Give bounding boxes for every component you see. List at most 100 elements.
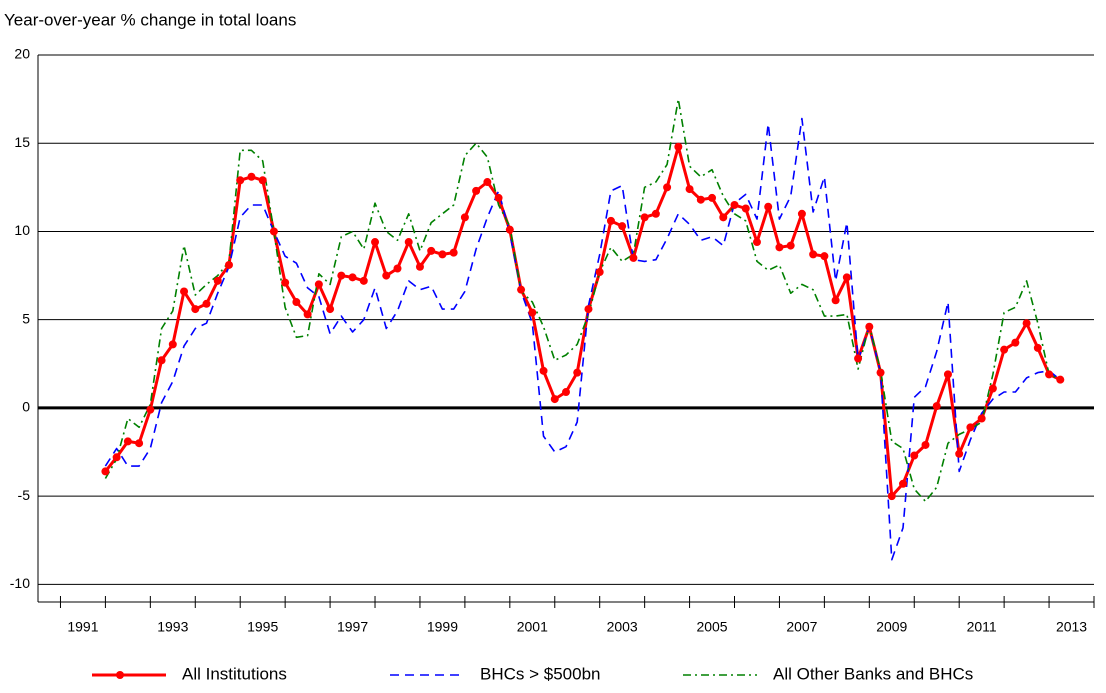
data-point [258,176,267,185]
data-point [910,451,919,460]
data-point [730,200,739,209]
data-point [696,195,705,204]
series-line [104,117,1061,561]
data-point [292,298,301,307]
data-point [651,209,660,218]
data-point [247,172,256,181]
x-tick-label: 1993 [157,619,188,635]
data-point [146,405,155,414]
x-tick-label: 1999 [427,619,458,635]
data-point [1056,375,1065,384]
data-point [427,246,436,255]
data-point [719,213,728,222]
data-point [337,271,346,280]
legend-label: All Institutions [182,664,287,683]
data-point [517,285,526,294]
data-point [382,271,391,280]
data-point [988,384,997,393]
data-point [595,268,604,277]
data-point [449,248,458,257]
data-point [157,356,166,365]
data-point [865,322,874,331]
data-point [303,310,312,319]
x-tick-label: 2005 [696,619,727,635]
data-point [685,185,694,194]
y-tick-label: -10 [10,575,30,591]
data-point [797,209,806,218]
data-point [371,238,380,247]
data-point [606,216,615,225]
data-point [831,296,840,305]
data-point [943,370,952,379]
data-point [314,280,323,289]
data-point [101,467,110,476]
data-point [854,354,863,363]
data-point [1033,343,1042,352]
data-point [404,238,413,247]
x-tick-label: 2009 [876,619,907,635]
data-point [168,340,177,349]
x-tick-label: 2007 [786,619,817,635]
data-point [202,299,211,308]
data-point [326,305,335,314]
data-point [1045,370,1054,379]
series-line [104,145,1061,498]
data-point [977,414,986,423]
legend-label: BHCs > $500bn [480,664,601,683]
data-point [1022,319,1031,328]
data-point [562,388,570,397]
data-point [135,439,144,448]
data-point [539,366,548,375]
data-point [180,287,189,296]
data-point [842,273,851,282]
data-point [1011,338,1020,347]
data-point [123,437,132,446]
y-tick-label: 0 [22,399,30,415]
x-tick-label: 1995 [247,619,278,635]
data-point [708,193,717,202]
data-point [1000,345,1009,354]
data-point [876,368,885,377]
data-point [393,264,402,273]
x-tick-label: 2011 [967,619,997,635]
data-point [359,276,368,285]
data-point [494,193,503,202]
data-point [191,305,200,314]
data-point [955,449,964,458]
data-point [887,492,896,501]
data-point [550,395,559,404]
data-point [786,241,795,250]
data-point [899,479,908,488]
data-point [584,305,593,314]
y-tick-label: 10 [14,222,30,238]
data-point [618,222,627,231]
data-point [505,225,514,234]
x-tick-label: 2013 [1056,619,1087,635]
legend-label: All Other Banks and BHCs [773,664,973,683]
data-point [932,402,941,411]
data-point [741,204,750,213]
data-point [921,440,930,449]
data-point [752,238,761,247]
data-point [112,453,121,462]
x-tick-label: 1991 [67,619,98,635]
data-point [629,253,638,262]
data-point [269,227,278,236]
data-point [348,273,357,282]
y-tick-label: 15 [14,134,30,150]
series-line [104,98,1061,503]
data-point [415,262,424,271]
data-point [224,260,233,269]
x-tick-label: 1997 [337,619,368,635]
x-tick-label: 2001 [517,619,548,635]
data-point [528,308,537,317]
data-point [674,142,683,151]
data-point [460,213,469,222]
data-point [820,252,829,261]
data-point [663,183,672,192]
data-point [483,178,492,187]
data-point [640,213,649,222]
data-point [764,202,773,211]
y-tick-label: -5 [18,487,31,503]
